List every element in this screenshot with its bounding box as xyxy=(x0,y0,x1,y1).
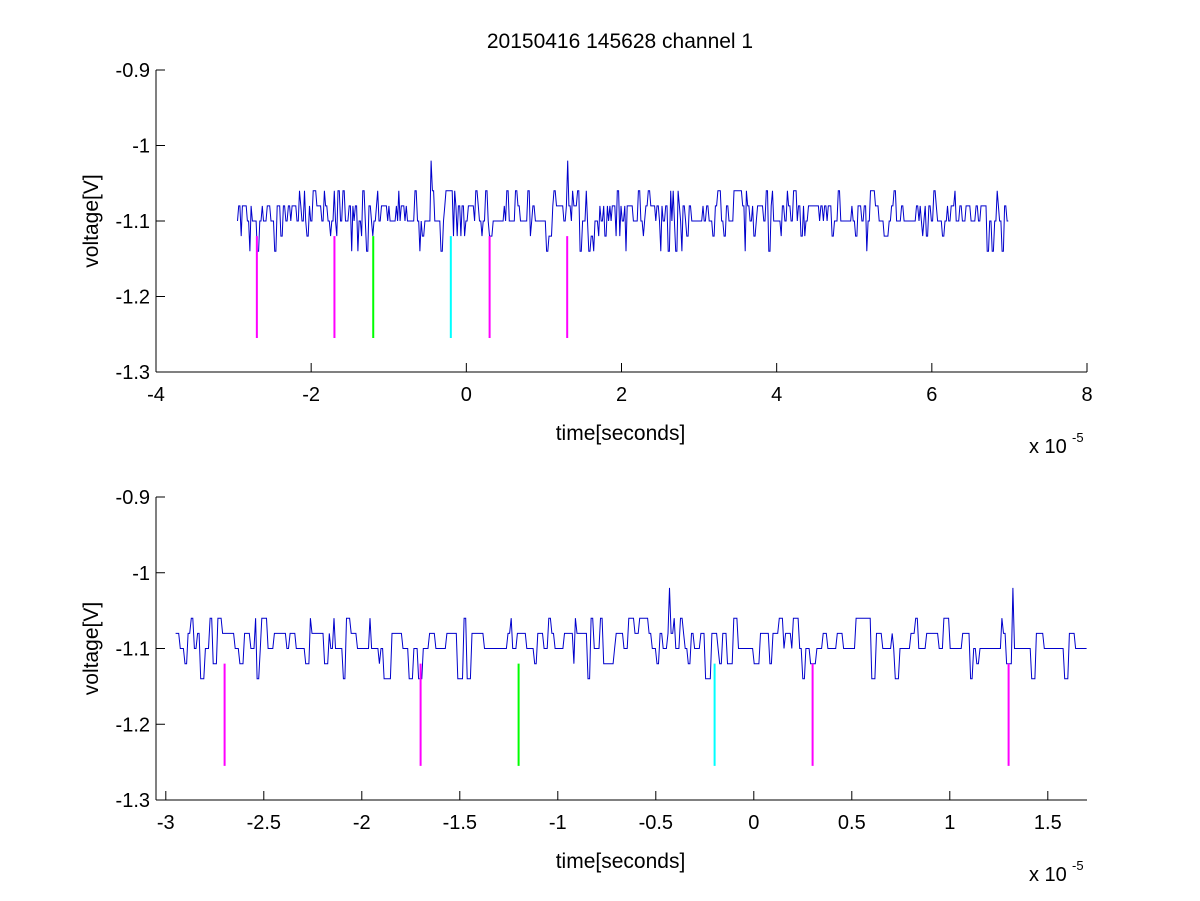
figure-title: 20150416 145628 channel 1 xyxy=(487,30,753,53)
bottom-x-tick-label: -0.5 xyxy=(639,812,673,834)
top-x-tick-label: 4 xyxy=(771,384,782,406)
top-y-tick-label: -1.3 xyxy=(116,362,150,384)
bottom-y-tick-label: -1 xyxy=(132,563,150,585)
top-x-tick-label: 0 xyxy=(461,384,472,406)
bottom-x-tick-label: 1 xyxy=(944,812,955,834)
bottom-y-tick-label: -1.2 xyxy=(116,714,150,736)
bottom-y-axis-label: voltage[V] xyxy=(80,602,103,695)
top-y-tick-label: -1.1 xyxy=(116,211,150,233)
bottom-x-tick-label: -1.5 xyxy=(443,812,477,834)
top-signal-line xyxy=(237,160,1009,252)
top-x-tick-label: 8 xyxy=(1081,384,1092,406)
bottom-x-tick-label: -1 xyxy=(549,812,567,834)
bottom-y-tick-label: -1.3 xyxy=(116,790,150,812)
bottom-x-tick-label: -3 xyxy=(157,812,175,834)
top-y-tick-label: -1.2 xyxy=(116,287,150,309)
bottom-x-tick-label: 0.5 xyxy=(838,812,866,834)
bottom-x-tick-label: 0 xyxy=(748,812,759,834)
top-y-axis-label: voltage[V] xyxy=(80,174,103,267)
top-x-tick-label: 6 xyxy=(926,384,937,406)
bottom-x-axis-label: time[seconds] xyxy=(556,850,686,873)
top-x-exponent: -5 xyxy=(1072,430,1084,445)
top-x-tick-label: -4 xyxy=(147,384,165,406)
bottom-signal-line xyxy=(175,587,1087,680)
bottom-x-tick-label: 1.5 xyxy=(1034,812,1062,834)
top-x-tick-label: 2 xyxy=(616,384,627,406)
bottom-y-tick-label: -0.9 xyxy=(116,487,150,509)
top-panel: -4 -2 0 2 4 6 8 -1.3 -1.2 -1.1 -1 -0.9 time[seconds]… xyxy=(80,60,1093,458)
top-x-tick-label: -2 xyxy=(302,384,320,406)
bottom-x-tick-label: -2 xyxy=(353,812,371,834)
top-y-tick-label: -0.9 xyxy=(116,60,150,82)
bottom-x-exponent-label: x 10 xyxy=(1029,864,1067,886)
top-x-axis-label: time[seconds] xyxy=(556,422,686,445)
top-y-tick-label: -1 xyxy=(132,136,150,158)
top-x-exponent-label: x 10 xyxy=(1029,436,1067,458)
bottom-y-tick-label: -1.1 xyxy=(116,639,150,661)
bottom-x-tick-label: -2.5 xyxy=(247,812,281,834)
bottom-x-exponent: -5 xyxy=(1072,858,1084,873)
bottom-panel: -3 -2.5 -2 -1.5 -1 -0.5 0 0.5 1 1.5 -1.3 -1.2 -1.1 -1… xyxy=(80,487,1087,886)
